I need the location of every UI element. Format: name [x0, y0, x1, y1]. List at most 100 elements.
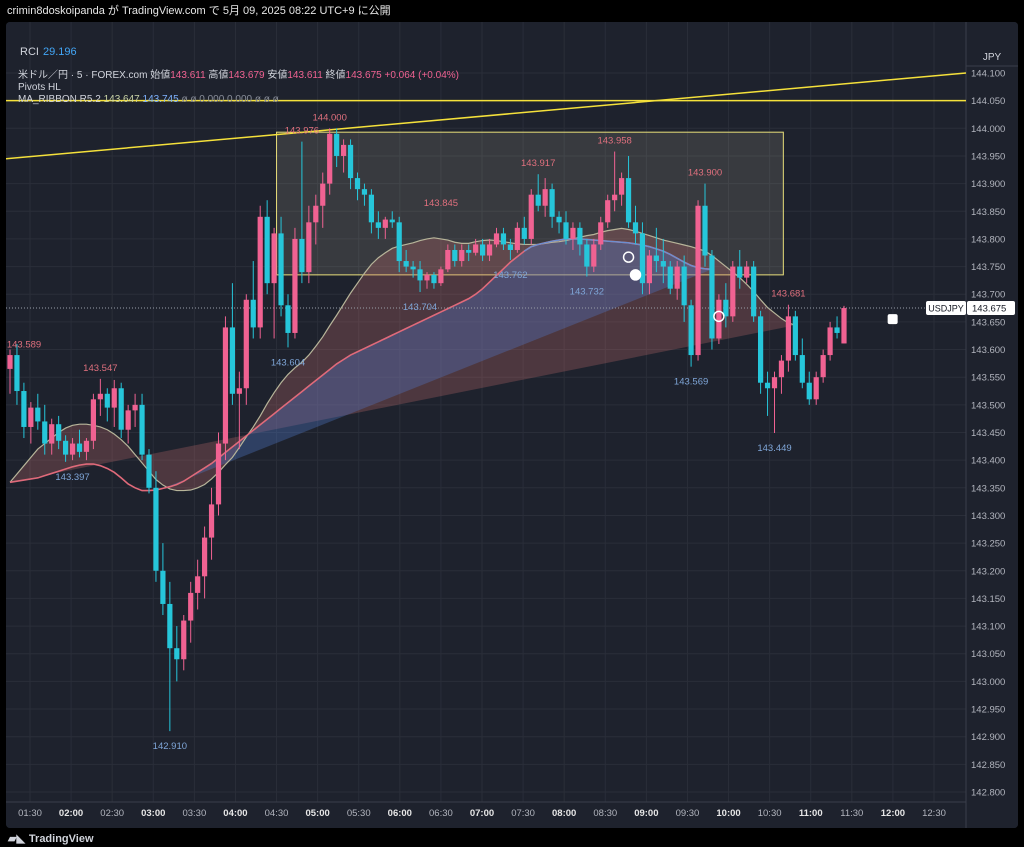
tradingview-brand: TradingView — [28, 833, 94, 845]
pivot-label-low: 143.397 — [55, 472, 89, 483]
price-tick-label: 143.450 — [971, 428, 1005, 439]
tradingview-logo-icon: ▰◣ — [8, 833, 25, 845]
candle-body — [500, 233, 507, 245]
pivot-labels: 143.589 143.547 143.397 142.910 143.604 143.9… — [7, 112, 806, 752]
candle-body — [417, 269, 423, 281]
price-chart[interactable]: 143.589 143.547 143.397 142.910 143.604 143.9… — [6, 22, 1018, 828]
candle-body — [514, 227, 520, 250]
pivot-label-high: 144.000 — [313, 112, 347, 123]
price-tick-label: 143.000 — [971, 677, 1005, 688]
candle-body — [111, 388, 117, 408]
candle-body — [507, 244, 513, 250]
candle-body — [653, 255, 659, 262]
chart-legend[interactable]: 米ドル／円 · 5 · FOREX.com 始値143.611 高値143.67… — [18, 70, 459, 106]
candle-body — [403, 261, 409, 267]
candle-body — [361, 189, 368, 195]
candle-body — [549, 189, 555, 217]
rci-indicator-label[interactable]: RCI 29.196 — [20, 44, 77, 60]
candle-body — [459, 249, 465, 262]
pivot-label-high: 143.900 — [688, 168, 722, 179]
last-price-tag-bg — [967, 301, 1015, 316]
price-tick-label: 143.200 — [971, 566, 1005, 577]
candle-body — [723, 299, 729, 317]
candle-body — [632, 222, 639, 234]
candle-body — [83, 440, 90, 452]
candle-body — [264, 216, 270, 284]
price-tick-label: 143.950 — [971, 151, 1005, 162]
candle-body — [771, 377, 778, 389]
candle-body — [563, 222, 569, 239]
candle-body — [146, 454, 152, 488]
pivot-label-low: 143.732 — [570, 287, 604, 298]
candle-body — [396, 222, 402, 262]
pivot-label-high: 143.917 — [521, 158, 555, 169]
candle-body — [28, 407, 34, 427]
candle-body — [424, 274, 430, 281]
rci-title: RCI — [20, 46, 39, 58]
pivot-label-high: 143.958 — [597, 136, 631, 147]
chart-panel[interactable]: 143.589 143.547 143.397 142.910 143.604 143.9… — [6, 22, 1018, 828]
symbol-title: 米ドル／円 · 5 · FOREX.com — [18, 70, 148, 81]
candle-body — [313, 205, 319, 223]
close-label: 終値 — [325, 70, 346, 81]
pivot-label-low: 143.604 — [271, 357, 305, 368]
candle-body — [14, 355, 20, 392]
candle-body — [181, 620, 187, 660]
candle-body — [577, 227, 583, 245]
pivots-legend-row[interactable]: Pivots HL — [18, 82, 61, 93]
candle-body — [118, 388, 124, 430]
candle-body — [215, 443, 222, 505]
candle-body — [139, 404, 145, 455]
time-tick-label: 01:30 — [18, 808, 42, 819]
chart-grid — [6, 22, 967, 828]
ribbon-fill-bearish — [162, 238, 712, 489]
pivot-label-low: 143.449 — [757, 443, 791, 454]
time-tick-label: 04:30 — [265, 808, 289, 819]
symbol-legend-row[interactable]: 米ドル／円 · 5 · FOREX.com 始値143.611 高値143.67… — [18, 70, 459, 82]
change-value: +0.064 (+0.04%) — [384, 70, 459, 81]
close-value: 143.675 — [345, 70, 382, 81]
price-tick-label: 144.100 — [971, 69, 1005, 80]
price-tick-label: 142.900 — [971, 732, 1005, 743]
candle-body — [90, 399, 96, 441]
ribbon-legend-row[interactable]: MA_RIBBON R5.2 143.647 143.745 ø ø 0.000… — [18, 94, 459, 106]
candle-body — [660, 261, 666, 267]
time-tick-label: 10:30 — [758, 808, 782, 819]
candle-body — [820, 355, 826, 378]
check-signal-icon — [887, 314, 898, 325]
candle-body — [285, 305, 291, 333]
drawing-lines — [6, 72, 967, 309]
candle-body — [195, 576, 201, 593]
time-tick-label: 05:00 — [305, 808, 329, 819]
time-tick-label: 06:00 — [388, 808, 412, 819]
candle-body — [452, 249, 458, 262]
ma-ribbon — [9, 227, 796, 492]
price-tick-label: 143.850 — [971, 207, 1005, 218]
candle-body — [751, 266, 757, 317]
candle-body — [792, 316, 798, 356]
candle-body — [473, 244, 479, 253]
candle-body — [222, 327, 229, 444]
candle-body — [188, 592, 194, 621]
candle-body — [542, 189, 548, 206]
candle-body — [841, 308, 847, 344]
candle-body — [556, 216, 562, 223]
pivot-label-high: 143.845 — [424, 198, 458, 209]
candle-body — [375, 222, 381, 228]
circle-signal-icon — [713, 310, 725, 323]
time-tick-label: 02:30 — [100, 808, 124, 819]
candle-body — [709, 255, 715, 339]
candle-body — [813, 377, 819, 400]
high-label: 高値 — [208, 70, 229, 81]
candle-body — [42, 421, 48, 444]
candle-body — [125, 410, 131, 430]
time-tick-label: 03:30 — [182, 808, 206, 819]
candle-body — [327, 133, 333, 184]
time-tick-label: 09:30 — [676, 808, 700, 819]
time-tick-label: 03:00 — [141, 808, 165, 819]
price-tick-label: 143.300 — [971, 511, 1005, 522]
time-tick-label: 06:30 — [429, 808, 453, 819]
candle-body — [410, 266, 416, 270]
price-tick-label: 143.400 — [971, 456, 1005, 467]
tradingview-logo[interactable]: ▰◣ TradingView — [8, 832, 94, 845]
